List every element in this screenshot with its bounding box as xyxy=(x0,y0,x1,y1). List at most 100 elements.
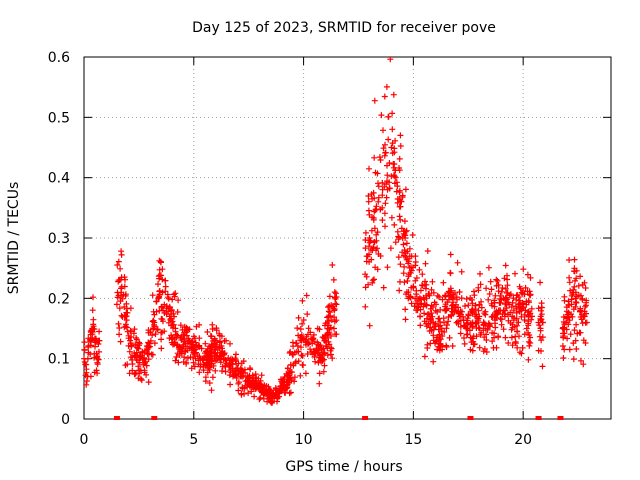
scatter-point xyxy=(362,284,369,291)
scatter-point xyxy=(509,342,516,349)
scatter-point xyxy=(213,341,220,348)
scatter-point xyxy=(391,145,398,152)
scatter-point xyxy=(436,294,443,300)
scatter-point xyxy=(207,333,214,339)
scatter-point xyxy=(227,381,234,388)
scatter-point xyxy=(149,292,156,299)
scatter-point xyxy=(417,287,424,294)
scatter-point xyxy=(159,276,166,283)
scatter-point xyxy=(289,339,296,346)
scatter-point xyxy=(371,97,378,104)
scatter-point xyxy=(392,239,399,246)
scatter-point xyxy=(362,245,369,252)
scatter-point xyxy=(153,298,160,305)
scatter-point xyxy=(493,276,500,283)
scatter-point xyxy=(480,327,487,334)
scatter-point xyxy=(223,337,229,344)
scatter-point xyxy=(133,335,140,341)
scatter-point xyxy=(419,282,425,289)
scatter-point xyxy=(538,300,545,307)
scatter-point xyxy=(446,334,453,341)
scatter-point xyxy=(430,358,437,365)
scatter-point xyxy=(409,232,416,238)
scatter-point xyxy=(151,323,158,330)
grid-lines xyxy=(84,57,611,419)
y-tick-label: 0 xyxy=(61,412,70,428)
scatter-point xyxy=(162,277,169,284)
scatter-point xyxy=(128,342,135,349)
scatter-point xyxy=(281,374,288,381)
scatter-point xyxy=(376,154,383,161)
scatter-point xyxy=(292,360,299,367)
scatter-point xyxy=(302,370,309,377)
scatter-point xyxy=(570,356,577,363)
scatter-point xyxy=(295,314,302,321)
scatter-point xyxy=(566,274,573,281)
scatter-point xyxy=(267,387,274,394)
scatter-point xyxy=(89,329,96,335)
scatter-point xyxy=(169,318,176,325)
scatter-point xyxy=(126,348,133,355)
scatter-point xyxy=(402,186,409,193)
scatter-point xyxy=(298,352,305,359)
scatter-point xyxy=(454,259,461,266)
scatter-point xyxy=(369,277,376,284)
scatter-point xyxy=(227,367,234,374)
scatter-point xyxy=(316,344,323,350)
scatter-point xyxy=(151,340,158,347)
scatter-point xyxy=(578,316,585,323)
scatter-point xyxy=(427,340,434,347)
scatter-point xyxy=(401,228,408,235)
scatter-point xyxy=(388,214,395,221)
scatter-point xyxy=(457,330,464,337)
scatter-point xyxy=(156,294,163,301)
scatter-point xyxy=(168,332,175,339)
scatter-point xyxy=(508,334,515,341)
scatter-point xyxy=(158,345,165,352)
scatter-point xyxy=(572,277,578,284)
zero-marker xyxy=(535,416,542,420)
scatter-point xyxy=(366,165,372,172)
scatter-point xyxy=(129,367,136,374)
scatter-point xyxy=(486,291,493,297)
scatter-point xyxy=(561,321,568,328)
scatter-point xyxy=(297,326,304,332)
scatter-point xyxy=(439,346,446,353)
scatter-point xyxy=(571,268,577,275)
scatter-point xyxy=(421,353,428,360)
scatter-point xyxy=(145,356,152,363)
scatter-point xyxy=(477,281,484,288)
scatter-point xyxy=(299,361,306,368)
scatter-point xyxy=(115,258,122,265)
scatter-point xyxy=(319,334,326,341)
scatter-point xyxy=(442,303,449,310)
scatter-point xyxy=(362,229,369,236)
scatter-point xyxy=(401,218,408,225)
scatter-point xyxy=(158,259,164,266)
scatter-point xyxy=(570,340,577,347)
scatter-point xyxy=(400,270,407,277)
scatter-point xyxy=(566,257,573,263)
scatter-point xyxy=(149,332,156,339)
scatter-point xyxy=(303,292,310,299)
scatter-point xyxy=(512,338,519,345)
scatter-point xyxy=(382,200,389,207)
scatter-point xyxy=(577,308,583,315)
scatter-point xyxy=(477,331,484,338)
scatter-point xyxy=(233,366,240,373)
scatter-point xyxy=(176,343,183,350)
scatter-point xyxy=(437,306,444,313)
scatter-point xyxy=(90,323,97,330)
scatter-point xyxy=(131,326,138,333)
scatter-point xyxy=(399,194,406,201)
scatter-point xyxy=(283,382,290,389)
scatter-point xyxy=(392,167,399,174)
scatter-point xyxy=(174,309,181,315)
scatter-point xyxy=(204,369,211,376)
scatter-point xyxy=(200,361,207,368)
scatter-point xyxy=(450,299,457,306)
scatter-point xyxy=(327,344,334,351)
scatter-point xyxy=(159,289,166,296)
scatter-point xyxy=(156,272,163,279)
